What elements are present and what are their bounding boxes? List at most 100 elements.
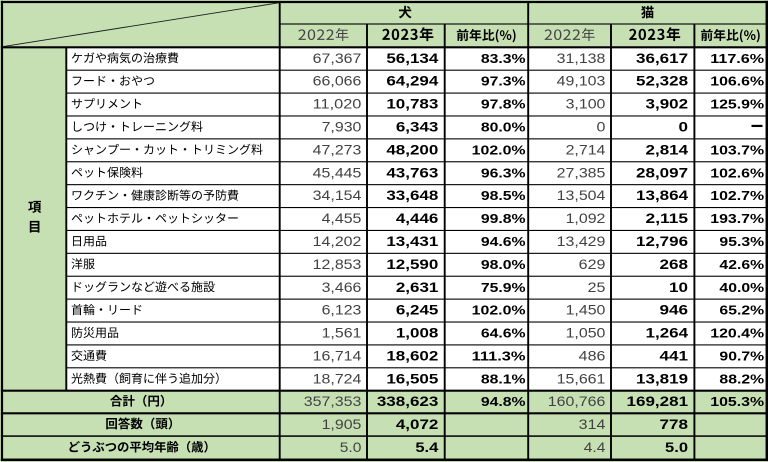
svg-text:90.7%: 90.7% bbox=[719, 348, 764, 363]
svg-text:5.4: 5.4 bbox=[415, 440, 438, 456]
svg-text:4,455: 4,455 bbox=[322, 211, 362, 226]
svg-text:10: 10 bbox=[669, 280, 688, 296]
svg-text:97.8%: 97.8% bbox=[481, 97, 526, 112]
svg-text:12,796: 12,796 bbox=[636, 234, 688, 250]
svg-text:96.3%: 96.3% bbox=[481, 165, 526, 180]
svg-text:88.1%: 88.1% bbox=[481, 371, 526, 386]
svg-text:338,623: 338,623 bbox=[377, 394, 439, 410]
svg-text:13,429: 13,429 bbox=[557, 234, 606, 249]
svg-text:1,264: 1,264 bbox=[646, 326, 689, 342]
svg-text:12,590: 12,590 bbox=[386, 257, 438, 273]
svg-text:102.6%: 102.6% bbox=[710, 165, 765, 180]
svg-text:4,446: 4,446 bbox=[396, 211, 439, 227]
svg-text:56,134: 56,134 bbox=[386, 51, 438, 67]
svg-text:49,103: 49,103 bbox=[557, 74, 606, 89]
svg-text:4,072: 4,072 bbox=[396, 417, 439, 433]
svg-text:15,661: 15,661 bbox=[557, 371, 606, 386]
svg-text:2,631: 2,631 bbox=[396, 280, 439, 296]
svg-text:36,617: 36,617 bbox=[636, 51, 688, 67]
svg-text:1,050: 1,050 bbox=[566, 326, 606, 341]
svg-text:65.2%: 65.2% bbox=[719, 303, 764, 318]
svg-text:2,115: 2,115 bbox=[646, 211, 689, 227]
svg-text:13,504: 13,504 bbox=[557, 188, 606, 203]
svg-text:98.0%: 98.0% bbox=[481, 257, 526, 272]
svg-text:11,020: 11,020 bbox=[313, 97, 362, 112]
svg-text:25: 25 bbox=[588, 280, 606, 295]
svg-text:193.7%: 193.7% bbox=[710, 211, 765, 226]
svg-text:27,385: 27,385 bbox=[557, 165, 606, 180]
svg-text:6,245: 6,245 bbox=[396, 303, 439, 319]
svg-text:1,450: 1,450 bbox=[566, 303, 606, 318]
svg-text:1,561: 1,561 bbox=[322, 326, 362, 341]
svg-text:3,100: 3,100 bbox=[566, 97, 606, 112]
svg-text:13,431: 13,431 bbox=[386, 234, 438, 250]
svg-text:80.0%: 80.0% bbox=[481, 120, 526, 135]
svg-text:13,819: 13,819 bbox=[636, 371, 688, 387]
svg-text:160,766: 160,766 bbox=[548, 394, 606, 409]
svg-text:2,714: 2,714 bbox=[566, 142, 606, 157]
svg-text:2,814: 2,814 bbox=[646, 142, 689, 158]
svg-text:946: 946 bbox=[660, 303, 689, 319]
svg-text:102.0%: 102.0% bbox=[472, 303, 527, 318]
svg-text:120.4%: 120.4% bbox=[710, 326, 765, 341]
svg-text:125.9%: 125.9% bbox=[710, 97, 765, 112]
svg-text:169,281: 169,281 bbox=[627, 394, 689, 410]
svg-text:3,466: 3,466 bbox=[322, 280, 362, 295]
svg-text:106.6%: 106.6% bbox=[710, 74, 765, 89]
svg-text:28,097: 28,097 bbox=[636, 165, 688, 181]
svg-text:102.7%: 102.7% bbox=[710, 188, 765, 203]
svg-text:18,602: 18,602 bbox=[386, 348, 438, 364]
svg-text:268: 268 bbox=[660, 257, 689, 273]
svg-text:103.7%: 103.7% bbox=[710, 142, 765, 157]
svg-text:16,714: 16,714 bbox=[313, 348, 362, 363]
svg-text:47,273: 47,273 bbox=[313, 142, 362, 157]
svg-text:105.3%: 105.3% bbox=[710, 394, 765, 409]
svg-text:117.6%: 117.6% bbox=[710, 51, 765, 66]
svg-text:1,092: 1,092 bbox=[566, 211, 606, 226]
svg-text:5.0: 5.0 bbox=[340, 440, 362, 455]
svg-text:314: 314 bbox=[579, 417, 606, 432]
svg-text:52,328: 52,328 bbox=[636, 74, 688, 90]
svg-text:45,445: 45,445 bbox=[313, 165, 362, 180]
svg-text:10,783: 10,783 bbox=[386, 97, 438, 113]
svg-text:97.3%: 97.3% bbox=[481, 74, 526, 89]
svg-text:40.0%: 40.0% bbox=[719, 280, 764, 295]
svg-text:6,343: 6,343 bbox=[396, 120, 439, 136]
svg-text:4.4: 4.4 bbox=[584, 440, 606, 455]
svg-text:441: 441 bbox=[660, 348, 689, 364]
svg-text:66,066: 66,066 bbox=[313, 74, 362, 89]
svg-text:31,138: 31,138 bbox=[557, 51, 606, 66]
svg-text:98.5%: 98.5% bbox=[481, 188, 526, 203]
svg-text:94.6%: 94.6% bbox=[481, 234, 526, 249]
svg-text:99.8%: 99.8% bbox=[481, 211, 526, 226]
svg-text:357,353: 357,353 bbox=[304, 394, 362, 409]
svg-text:486: 486 bbox=[579, 348, 606, 363]
svg-text:94.8%: 94.8% bbox=[481, 394, 526, 409]
svg-text:13,864: 13,864 bbox=[636, 188, 688, 204]
svg-text:95.3%: 95.3% bbox=[719, 234, 764, 249]
svg-text:0: 0 bbox=[679, 120, 689, 136]
svg-text:34,154: 34,154 bbox=[313, 188, 362, 203]
svg-text:6,123: 6,123 bbox=[322, 303, 362, 318]
svg-text:83.3%: 83.3% bbox=[481, 51, 526, 66]
svg-text:629: 629 bbox=[579, 257, 606, 272]
svg-text:88.2%: 88.2% bbox=[719, 371, 764, 386]
svg-text:102.0%: 102.0% bbox=[472, 142, 527, 157]
svg-text:0: 0 bbox=[597, 120, 606, 135]
svg-text:111.3%: 111.3% bbox=[472, 348, 527, 363]
svg-text:16,505: 16,505 bbox=[386, 371, 438, 387]
svg-text:1,905: 1,905 bbox=[322, 417, 362, 432]
svg-text:64,294: 64,294 bbox=[386, 74, 438, 90]
svg-text:64.6%: 64.6% bbox=[481, 326, 526, 341]
svg-text:7,930: 7,930 bbox=[322, 120, 362, 135]
svg-text:67,367: 67,367 bbox=[313, 51, 362, 66]
svg-text:18,724: 18,724 bbox=[313, 371, 362, 386]
svg-text:3,902: 3,902 bbox=[646, 97, 689, 113]
svg-text:14,202: 14,202 bbox=[313, 234, 362, 249]
svg-text:43,763: 43,763 bbox=[386, 165, 438, 181]
svg-text:75.9%: 75.9% bbox=[481, 280, 526, 295]
svg-text:48,200: 48,200 bbox=[386, 142, 438, 158]
svg-text:33,648: 33,648 bbox=[386, 188, 438, 204]
svg-text:778: 778 bbox=[660, 417, 689, 433]
svg-text:1,008: 1,008 bbox=[396, 326, 439, 342]
